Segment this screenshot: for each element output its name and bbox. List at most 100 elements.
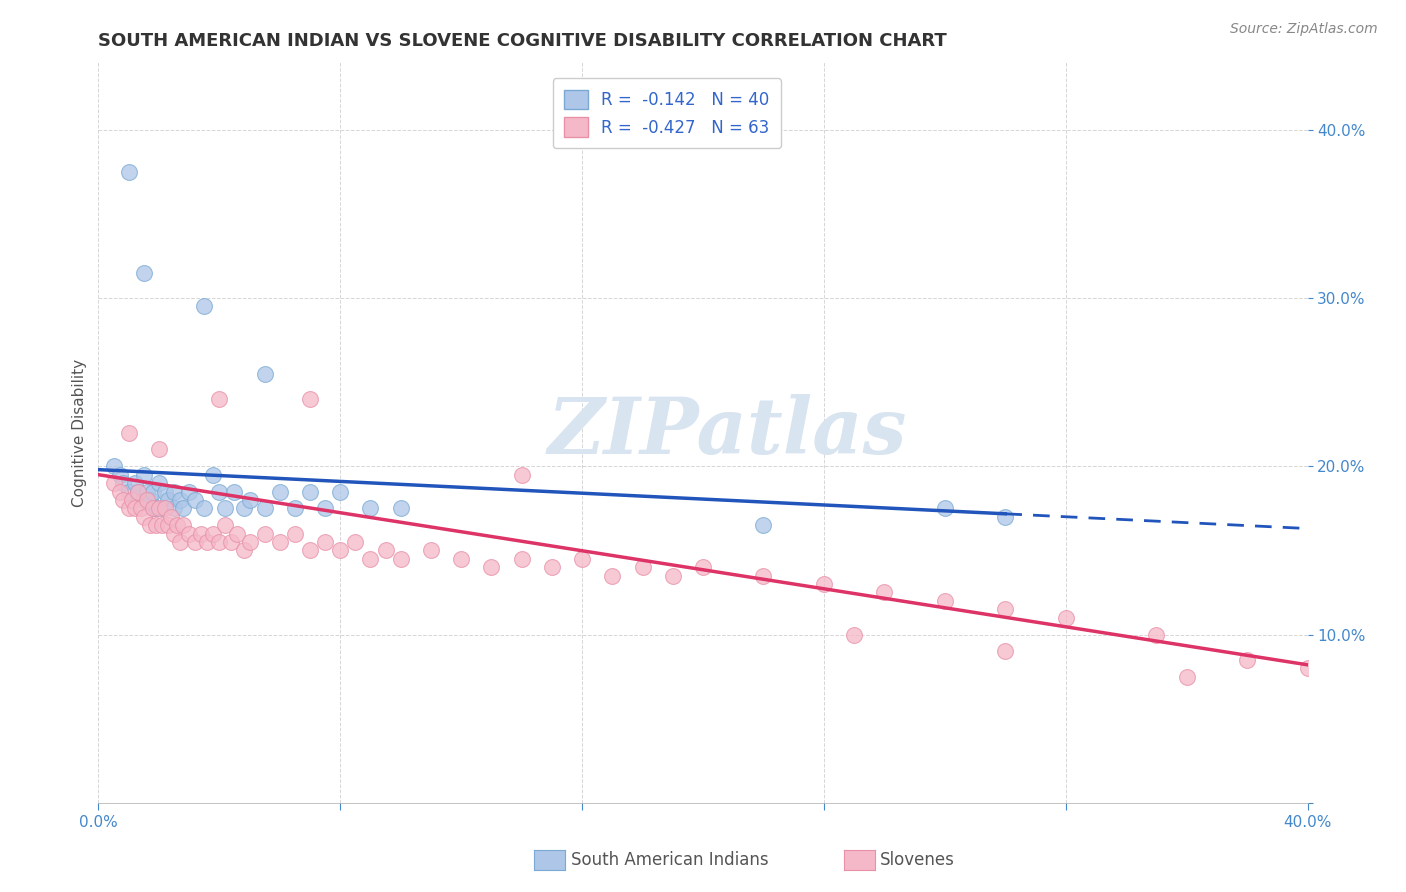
Point [166, 518, 188, 533]
Point [111, 476, 134, 491]
Point [571, 551, 593, 566]
Point [226, 526, 249, 541]
Point [150, 501, 173, 516]
Point [145, 501, 167, 516]
Text: SOUTH AMERICAN INDIAN VS SLOVENE COGNITIVE DISABILITY CORRELATION CHART: SOUTH AMERICAN INDIAN VS SLOVENE COGNITI… [98, 32, 948, 50]
Point [190, 526, 212, 541]
Point [163, 526, 186, 541]
Point [314, 535, 336, 549]
Point [269, 535, 291, 549]
Point [1175, 670, 1198, 684]
Point [127, 484, 149, 499]
Point [103, 459, 125, 474]
Point [510, 467, 533, 482]
Point [202, 467, 225, 482]
Text: ZIPatlas: ZIPatlas [547, 394, 907, 471]
Point [481, 560, 503, 574]
Point [360, 501, 382, 516]
Point [169, 492, 191, 507]
Point [269, 484, 291, 499]
Point [540, 560, 562, 574]
Point [145, 518, 167, 533]
Point [148, 476, 170, 491]
Point [934, 501, 956, 516]
Point [214, 518, 236, 533]
Point [214, 501, 236, 516]
Point [160, 509, 183, 524]
Point [142, 484, 165, 499]
Point [253, 526, 276, 541]
Point [420, 543, 443, 558]
Point [121, 492, 143, 507]
Point [172, 518, 194, 533]
Point [156, 492, 179, 507]
Text: South American Indians: South American Indians [571, 851, 769, 869]
Point [150, 518, 173, 533]
Point [135, 492, 157, 507]
Text: Source: ZipAtlas.com: Source: ZipAtlas.com [1230, 22, 1378, 37]
Point [193, 300, 215, 314]
Point [374, 543, 396, 558]
Point [994, 509, 1017, 524]
Point [172, 501, 194, 516]
Point [232, 543, 254, 558]
Point [360, 551, 382, 566]
Point [184, 492, 207, 507]
Point [153, 484, 176, 499]
Point [329, 543, 352, 558]
Point [148, 442, 170, 457]
Point [602, 568, 624, 582]
Point [934, 594, 956, 608]
Point [142, 501, 165, 516]
Point [118, 501, 141, 516]
Point [124, 501, 146, 516]
Point [132, 492, 155, 507]
Point [224, 484, 246, 499]
Point [994, 602, 1017, 616]
Point [118, 165, 141, 179]
Point [344, 535, 367, 549]
Point [389, 501, 412, 516]
Point [239, 535, 262, 549]
Point [994, 644, 1017, 658]
Point [208, 535, 231, 549]
Point [127, 484, 149, 499]
Point [135, 484, 157, 499]
Point [299, 392, 322, 406]
Point [299, 484, 322, 499]
Point [163, 484, 186, 499]
Point [329, 484, 352, 499]
Point [148, 501, 170, 516]
Point [284, 526, 307, 541]
Point [132, 266, 155, 280]
Point [239, 492, 262, 507]
Point [510, 551, 533, 566]
Point [153, 501, 176, 516]
Point [450, 551, 472, 566]
Point [195, 535, 218, 549]
Point [163, 501, 186, 516]
Point [631, 560, 654, 574]
Point [129, 501, 152, 516]
Point [169, 535, 191, 549]
Point [253, 367, 276, 381]
Point [844, 627, 866, 641]
Point [103, 476, 125, 491]
Point [108, 484, 131, 499]
Point [752, 568, 775, 582]
Point [232, 501, 254, 516]
Point [118, 484, 141, 499]
Point [179, 484, 201, 499]
Point [813, 577, 835, 591]
Point [184, 535, 207, 549]
Point [253, 501, 276, 516]
Point [202, 526, 225, 541]
Point [124, 476, 146, 491]
Point [1054, 610, 1077, 624]
Point [132, 467, 155, 482]
Point [132, 509, 155, 524]
Point [661, 568, 683, 582]
Legend: R =  -0.142   N = 40, R =  -0.427   N = 63: R = -0.142 N = 40, R = -0.427 N = 63 [553, 78, 780, 148]
Point [208, 484, 231, 499]
Point [314, 501, 336, 516]
